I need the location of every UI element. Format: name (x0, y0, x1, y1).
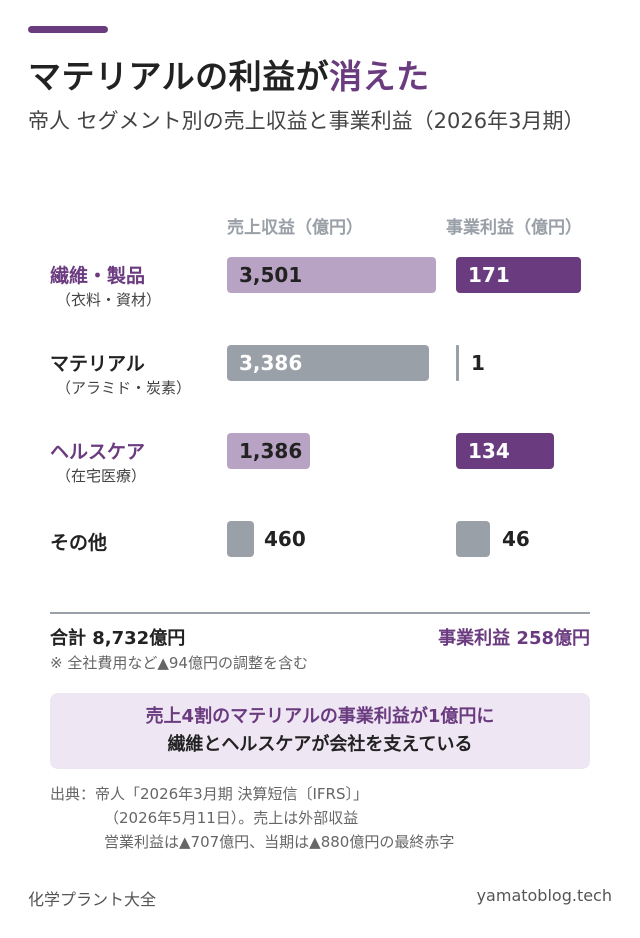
footer-url: yamatoblog.tech (476, 886, 612, 905)
profit-value-label: 134 (468, 439, 510, 463)
profit-bar (456, 433, 554, 469)
revenue-value-label: 460 (264, 527, 306, 551)
source-note: 出典：帝人「2026年3月期 決算短信〔IFRS〕」 （2026年5月11日）。… (50, 782, 454, 854)
title-prefix: マテリアルの利益が (28, 57, 330, 96)
profit-bar (456, 257, 581, 293)
revenue-bar (227, 433, 310, 469)
revenue-value-label: 3,386 (239, 351, 303, 375)
revenue-value-label: 1,386 (239, 439, 303, 463)
revenue-bar (227, 521, 254, 557)
source-line-1: 出典：帝人「2026年3月期 決算短信〔IFRS〕」 (50, 785, 368, 803)
page-subtitle: 帝人 セグメント別の売上収益と事業利益（2026年3月期） (28, 109, 585, 133)
column-header-revenue: 売上収益（億円） (227, 218, 363, 238)
callout-line-1: 売上4割のマテリアルの事業利益が1億円に (145, 706, 495, 727)
profit-total: 事業利益 258億円 (438, 628, 590, 649)
profit-bar (456, 345, 459, 381)
segment-name: ヘルスケア (50, 441, 146, 463)
accent-bar (28, 26, 108, 33)
segment-name: 繊維・製品 (50, 265, 146, 287)
page-title: マテリアルの利益が消えた (28, 50, 430, 98)
adjustment-note: ※ 全社費用など▲94億円の調整を含む (50, 654, 308, 672)
revenue-bar (227, 345, 429, 381)
callout-box: 売上4割のマテリアルの事業利益が1億円に 繊維とヘルスケアが会社を支えている (50, 693, 590, 769)
callout-line-2: 繊維とヘルスケアが会社を支えている (167, 734, 473, 755)
profit-value-label: 171 (468, 263, 510, 287)
revenue-bar (227, 257, 436, 293)
column-header-profit: 事業利益（億円） (446, 218, 582, 238)
segment-subtitle: （アラミド・炭素） (56, 379, 192, 397)
profit-value-label: 46 (502, 527, 530, 551)
divider (50, 612, 590, 614)
segment-subtitle: （在宅医療） (56, 467, 147, 485)
segment-subtitle: （衣料・資材） (56, 291, 162, 309)
source-line-2: （2026年5月11日）。売上は外部収益 (104, 809, 359, 827)
footer-brand: 化学プラント大全 (28, 890, 157, 909)
segment-name: マテリアル (50, 353, 145, 375)
revenue-total: 合計 8,732億円 (50, 628, 186, 649)
profit-bar (456, 521, 490, 557)
profit-value-label: 1 (471, 351, 485, 375)
source-line-3: 営業利益は▲707億円、当期は▲880億円の最終赤字 (104, 833, 455, 851)
revenue-value-label: 3,501 (239, 263, 303, 287)
segment-name: その他 (50, 532, 108, 554)
title-highlight: 消えた (329, 57, 430, 96)
